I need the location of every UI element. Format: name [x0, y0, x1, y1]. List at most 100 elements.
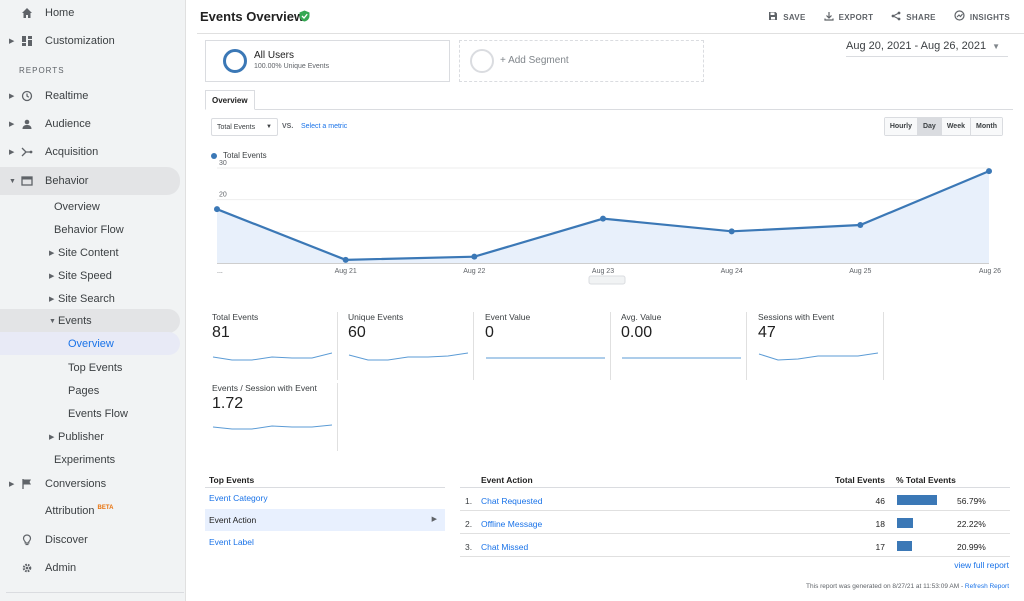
row-event-action-link[interactable]: Chat Requested	[481, 496, 543, 506]
row-pct-value: 22.22%	[957, 519, 986, 529]
row-pct-bar	[897, 518, 913, 528]
chevron-right-icon: ▶	[431, 516, 437, 523]
caret-right-icon: ▶	[9, 481, 15, 488]
nav-events-overview[interactable]: Overview	[0, 332, 180, 355]
acquisition-icon	[20, 145, 34, 159]
add-segment-button[interactable]: + Add Segment	[459, 40, 704, 82]
nav-events-flow[interactable]: Events Flow	[0, 401, 180, 427]
chevron-down-icon: ▼	[266, 124, 272, 130]
row-event-action-link[interactable]: Chat Missed	[481, 542, 529, 552]
share-icon	[891, 11, 901, 24]
nav-discover[interactable]: Discover	[0, 527, 180, 553]
gear-icon	[20, 561, 34, 575]
nav-publisher[interactable]: ▶ Publisher	[0, 424, 180, 450]
nav-acquisition[interactable]: ▶ Acquisition	[0, 139, 180, 165]
behavior-icon	[20, 174, 34, 188]
export-button[interactable]: EXPORT	[823, 10, 874, 24]
share-button[interactable]: SHARE	[891, 10, 936, 24]
nav-behavior[interactable]: ▼ Behavior	[0, 167, 180, 195]
x-tick-label: Aug 22	[463, 268, 485, 275]
range-week-button[interactable]: Week	[940, 118, 970, 135]
nav-experiments[interactable]: Experiments	[0, 447, 180, 473]
stat-value: 0.00	[621, 324, 653, 341]
nav-events-label: Events	[58, 315, 92, 327]
beta-badge: BETA	[97, 505, 114, 512]
sparkline	[348, 352, 468, 361]
nav-realtime[interactable]: ▶ Realtime	[0, 83, 180, 109]
range-day-button[interactable]: Day	[916, 118, 941, 135]
nav-customization[interactable]: ▶ Customization	[0, 28, 180, 54]
nav-pages[interactable]: Pages	[0, 378, 180, 404]
time-granularity-toggle: Hourly Day Week Month	[883, 117, 1003, 136]
caret-down-icon: ▼	[9, 177, 16, 185]
nav-top-events-label: Top Events	[68, 362, 123, 374]
range-hourly-button[interactable]: Hourly	[884, 118, 917, 135]
tab-overview[interactable]: Overview	[205, 90, 255, 110]
date-range-picker[interactable]: Aug 20, 2021 - Aug 26, 2021 ▼	[846, 40, 1008, 57]
download-icon	[823, 11, 834, 24]
insights-label: INSIGHTS	[969, 12, 1010, 22]
nav-site-search[interactable]: ▶ Site Search	[0, 286, 180, 312]
save-icon	[768, 11, 778, 24]
nav-admin[interactable]: Admin	[0, 555, 180, 581]
nav-behavior-flow[interactable]: Behavior Flow	[0, 217, 180, 243]
nav-events[interactable]: ▼ Events	[0, 309, 180, 333]
stat-total-events: Total Events 81	[212, 312, 338, 380]
verified-shield-icon	[299, 10, 310, 22]
nav-realtime-label: Realtime	[45, 90, 89, 102]
segment-all-users[interactable]: All Users 100.00% Unique Events	[205, 40, 450, 82]
main-content: Events Overview SAVE EXPORT SHARE	[197, 0, 1024, 601]
metric-dropdown[interactable]: Total Events ▼	[211, 118, 278, 136]
row-total-events: 17	[875, 542, 885, 552]
row-pct-value: 56.79%	[957, 496, 986, 506]
stat-label: Sessions with Event	[758, 312, 835, 322]
data-point	[600, 215, 606, 222]
nav-audience[interactable]: ▶ Audience	[0, 111, 180, 137]
insights-button[interactable]: INSIGHTS	[954, 10, 1010, 24]
sparkline	[758, 352, 878, 361]
refresh-report-link[interactable]: Refresh Report	[964, 583, 1009, 590]
range-month-button[interactable]: Month	[970, 118, 1002, 135]
nav-attribution-label: Attribution BETA	[45, 505, 113, 517]
date-range-text: Aug 20, 2021 - Aug 26, 2021	[846, 40, 987, 52]
reports-section-label: REPORTS	[19, 66, 65, 75]
row-event-action-link[interactable]: Offline Message	[481, 519, 543, 529]
nav-home[interactable]: Home	[0, 0, 180, 26]
select-metric-link[interactable]: Select a metric	[301, 123, 348, 130]
y-tick-label: 30	[219, 160, 227, 167]
table-row: 1. Chat Requested 46 56.79%	[460, 489, 1010, 511]
view-full-report-link[interactable]: view full report	[954, 560, 1009, 570]
chevron-down-icon: ▼	[992, 42, 1000, 51]
nav-home-label: Home	[45, 7, 75, 19]
stat-value: 60	[348, 324, 366, 341]
save-button[interactable]: SAVE	[768, 10, 805, 24]
nav-site-speed[interactable]: ▶ Site Speed	[0, 263, 180, 289]
segment-name: All Users	[254, 50, 295, 61]
caret-down-icon: ▼	[49, 317, 56, 325]
legend-dot	[211, 152, 217, 159]
nav-top-events[interactable]: Top Events	[0, 355, 180, 381]
nav-pages-label: Pages	[68, 385, 100, 397]
tab-divider	[205, 109, 1013, 110]
table-row: 3. Chat Missed 17 20.99%	[460, 535, 1010, 557]
header-total-events: Total Events	[835, 475, 885, 485]
series-area	[217, 171, 989, 263]
nav-conversions-label: Conversions	[45, 478, 107, 490]
row-pct-value: 20.99%	[957, 542, 986, 552]
data-point	[728, 228, 735, 235]
top-events-event-action[interactable]: Event Action ▶	[205, 509, 445, 531]
person-icon	[20, 117, 34, 131]
nav-conversions[interactable]: ▶ Conversions	[0, 471, 180, 497]
nav-behavior-overview[interactable]: Overview	[0, 194, 180, 220]
data-point	[214, 206, 220, 213]
row-pct-bar	[897, 495, 937, 505]
top-events-divider	[205, 487, 445, 488]
nav-site-content[interactable]: ▶ Site Content	[0, 240, 180, 266]
top-events-event-label[interactable]: Event Label	[209, 537, 254, 547]
attribution-text: Attribution	[45, 505, 95, 517]
data-point	[857, 222, 864, 228]
nav-attribution[interactable]: Attribution BETA	[0, 498, 180, 524]
top-events-event-action-label: Event Action	[209, 515, 257, 525]
top-events-event-category[interactable]: Event Category	[209, 493, 268, 503]
x-tick-label: ...	[217, 268, 223, 275]
